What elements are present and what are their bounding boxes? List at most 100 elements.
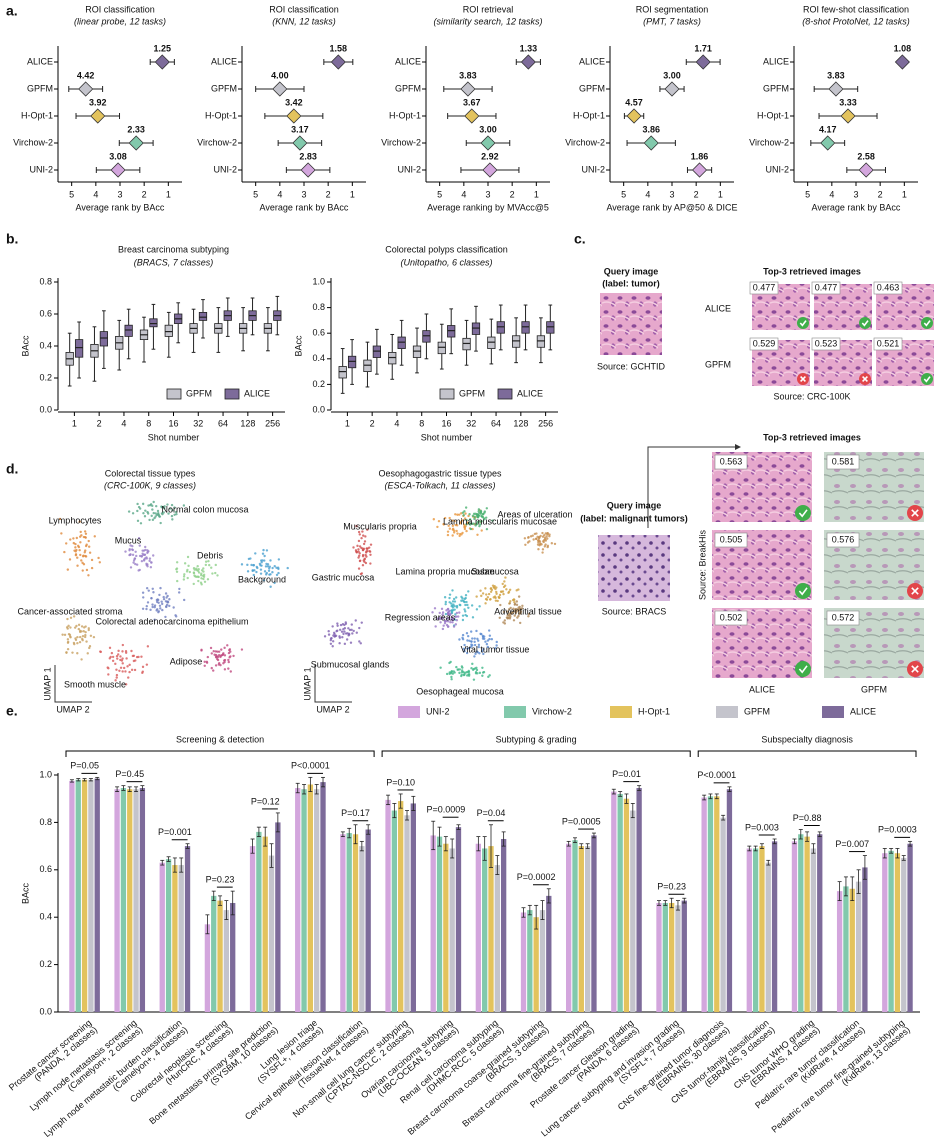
umap-point (84, 544, 88, 548)
umap-point (469, 527, 473, 531)
value-label: 3.42 (285, 97, 303, 107)
bar (172, 865, 178, 1012)
umap-point (485, 593, 488, 596)
umap-point (87, 545, 91, 548)
umap-point (473, 637, 476, 640)
umap-point (148, 557, 152, 560)
umap-point (67, 624, 70, 628)
umap-point (74, 553, 78, 557)
umap-point (357, 530, 361, 534)
score-box (811, 337, 841, 351)
x-tick-label: 3 (669, 189, 674, 199)
value-label: 2.83 (299, 151, 317, 161)
legend-label: H-Opt-1 (638, 706, 670, 716)
umap-point (347, 634, 350, 637)
score-box (714, 610, 748, 626)
bar (410, 803, 416, 1012)
umap-point (131, 544, 134, 548)
bar (314, 789, 320, 1012)
y-tick-label: 0.0 (39, 1006, 52, 1016)
umap-point (277, 558, 281, 561)
y-tick-label: UNI-2 (213, 164, 237, 174)
umap-point (92, 635, 96, 639)
umap-point (142, 512, 145, 515)
umap-point (268, 573, 271, 576)
x-axis-label: Shot number (421, 432, 473, 442)
panel-label: a. (6, 3, 18, 19)
diamond (820, 135, 836, 151)
umap-point (177, 591, 181, 594)
umap-point (163, 505, 166, 508)
bar (707, 796, 714, 1012)
umap-point (222, 662, 225, 665)
umap-point (175, 512, 178, 516)
umap-point (495, 640, 498, 644)
umap-point (182, 575, 186, 578)
umap-point (164, 592, 168, 595)
umap-point (458, 513, 461, 516)
legend-swatch (716, 706, 738, 718)
bar (798, 834, 804, 1012)
umap-point (452, 529, 456, 532)
bar (385, 799, 391, 1012)
p-value: P=0.05 (70, 761, 99, 771)
umap-point (269, 585, 272, 588)
umap-point (72, 537, 75, 540)
umap-point (84, 549, 87, 552)
umap-point (229, 655, 232, 658)
umap-point (489, 590, 493, 593)
umap-point (343, 630, 346, 633)
umap-point (71, 651, 74, 654)
bar (127, 789, 133, 1012)
umap-point (436, 617, 440, 620)
umap-point (74, 638, 78, 642)
value-label: 4.00 (271, 70, 289, 80)
icon-glyph (799, 320, 807, 327)
umap-point (171, 518, 174, 521)
umap-point (173, 513, 176, 517)
umap-point (369, 543, 373, 546)
bar (656, 902, 662, 1012)
box (347, 355, 357, 369)
umap-point (162, 595, 165, 599)
umap-point (170, 503, 174, 507)
umap-point (469, 630, 473, 633)
value-label: 3.17 (291, 124, 309, 134)
umap-point (495, 590, 498, 594)
umap-point (85, 568, 89, 572)
x-tick-label: 1 (718, 189, 723, 199)
umap-point (82, 563, 86, 566)
umap-point (488, 634, 492, 637)
umap-point (159, 586, 162, 590)
umap-point (354, 549, 358, 552)
x-tick-label: 2 (878, 189, 883, 199)
y-tick-label: Virchow-2 (197, 137, 237, 147)
umap-point (115, 673, 119, 677)
x-tick-label: 2 (142, 189, 147, 199)
bar (475, 843, 482, 1012)
umap-point (139, 522, 143, 525)
bar (636, 788, 642, 1012)
umap-point (214, 653, 218, 657)
chart-title: ROI retrieval (463, 4, 514, 14)
umap-point (210, 566, 213, 569)
umap-point (444, 612, 448, 616)
umap-point (77, 627, 80, 631)
umap-point (465, 671, 468, 674)
bar (165, 859, 172, 1012)
x-tick-label: 4 (461, 189, 466, 199)
umap-point (107, 667, 110, 670)
umap-point (503, 580, 506, 583)
umap-point (252, 564, 255, 567)
umap-point (441, 627, 445, 631)
umap-point (535, 537, 538, 540)
p-value: P=0.23 (657, 882, 686, 892)
umap-point (512, 610, 515, 614)
x-tick-label: 16 (168, 418, 178, 428)
umap-point (518, 612, 522, 615)
umap-point (192, 582, 195, 586)
umap-point (77, 623, 81, 627)
p-value: P=0.001 (158, 827, 192, 837)
umap-point (87, 628, 90, 632)
umap-point (127, 510, 131, 513)
